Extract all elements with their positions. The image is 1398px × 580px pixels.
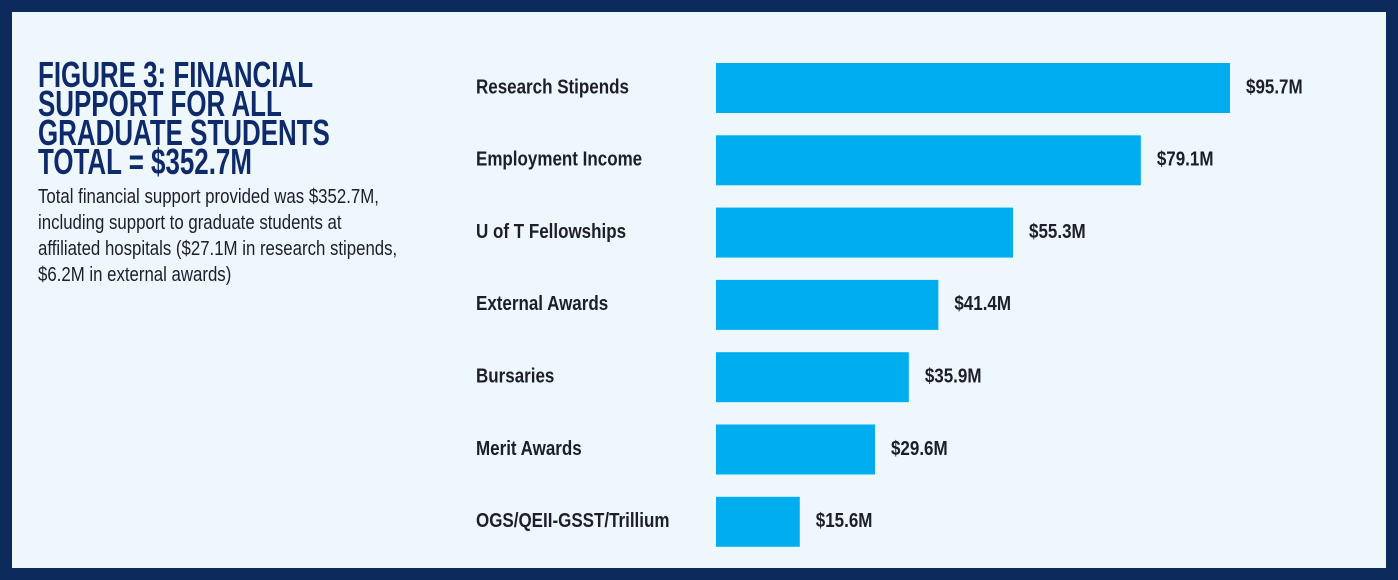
value-label: $41.4M bbox=[954, 292, 1011, 315]
bar bbox=[716, 496, 800, 547]
chart-subtitle: TOTAL = $352.7M bbox=[38, 141, 252, 182]
bar bbox=[716, 279, 939, 330]
panel: FIGURE 3: FINANCIAL SUPPORT FOR ALL GRAD… bbox=[12, 12, 1386, 568]
category-label: U of T Fellowships bbox=[476, 220, 626, 243]
value-label: $15.6M bbox=[816, 509, 873, 532]
value-label: $79.1M bbox=[1157, 147, 1214, 170]
category-label: Employment Income bbox=[476, 147, 642, 170]
value-label: $29.6M bbox=[891, 436, 948, 459]
bar bbox=[716, 352, 909, 403]
header: FIGURE 3: FINANCIAL SUPPORT FOR ALL GRAD… bbox=[38, 54, 478, 288]
category-label: OGS/QEII-GSST/Trillium bbox=[476, 509, 670, 532]
category-label: Bursaries bbox=[476, 364, 554, 387]
value-label: $95.7M bbox=[1246, 75, 1303, 98]
category-label: Merit Awards bbox=[476, 436, 582, 459]
value-label: $35.9M bbox=[925, 364, 982, 387]
chart-title: FIGURE 3: FINANCIAL SUPPORT FOR ALL GRAD… bbox=[38, 54, 330, 153]
bar bbox=[716, 424, 875, 475]
annotation: Total financial support provided was $35… bbox=[38, 186, 398, 286]
bar bbox=[716, 63, 1230, 113]
category-label: External Awards bbox=[476, 292, 608, 315]
value-label: $55.3M bbox=[1029, 220, 1086, 243]
bar bbox=[716, 135, 1141, 186]
category-label: Research Stipends bbox=[476, 75, 629, 98]
bar bbox=[716, 207, 1014, 258]
chart: Research Stipends $95.7M Employment Income… bbox=[476, 63, 1303, 547]
